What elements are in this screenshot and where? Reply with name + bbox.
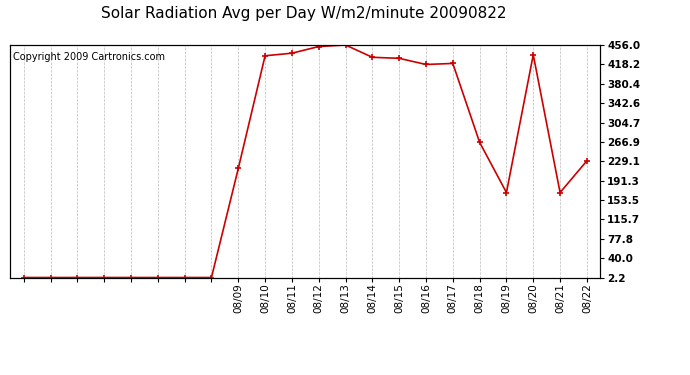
Text: Copyright 2009 Cartronics.com: Copyright 2009 Cartronics.com bbox=[13, 52, 166, 62]
Text: Solar Radiation Avg per Day W/m2/minute 20090822: Solar Radiation Avg per Day W/m2/minute … bbox=[101, 6, 506, 21]
